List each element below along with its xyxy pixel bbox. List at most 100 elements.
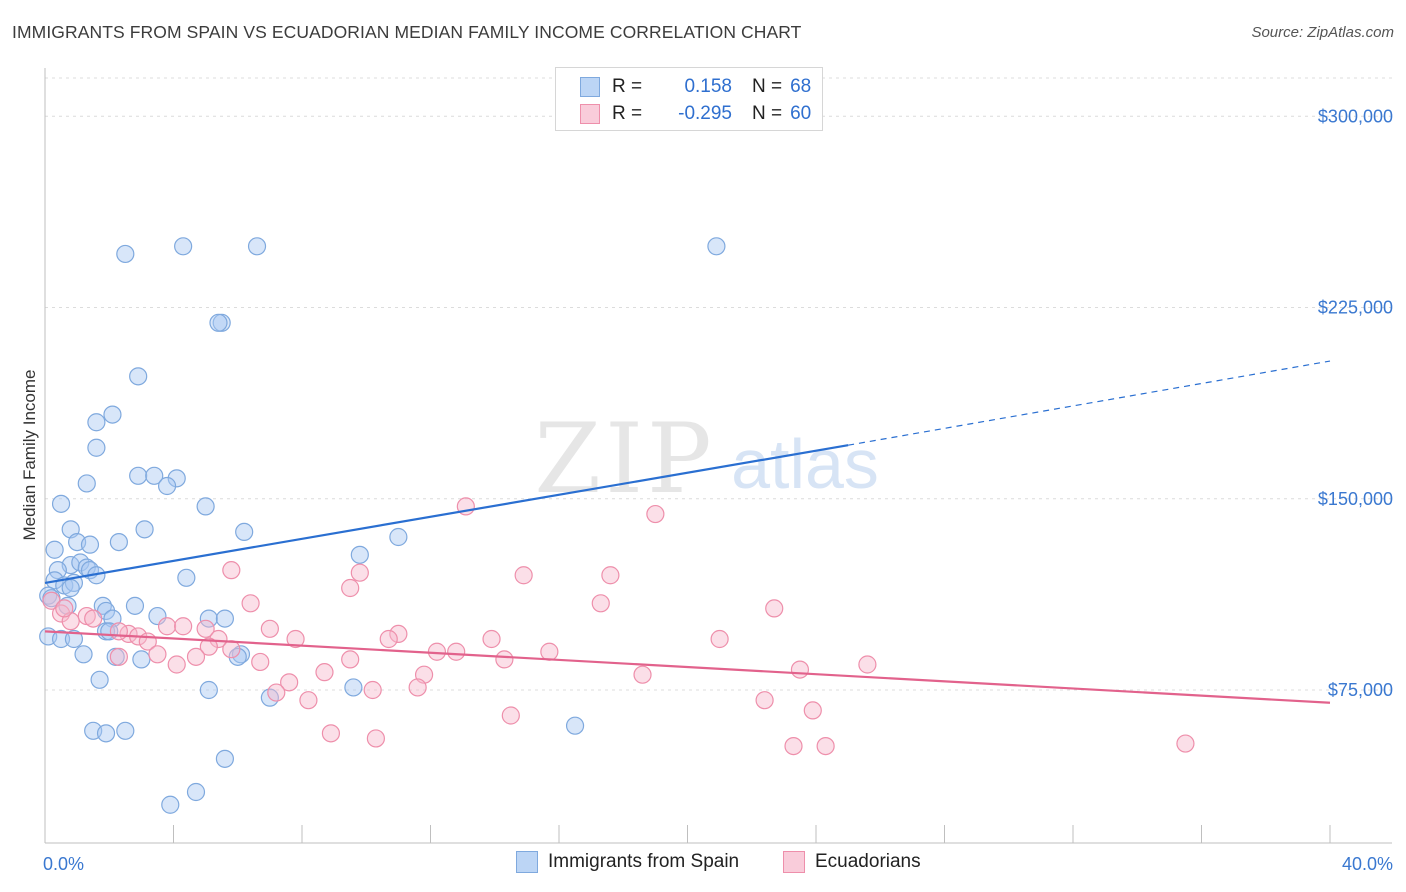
legend-swatch-spain bbox=[580, 77, 600, 97]
point-ecuadorian bbox=[591, 594, 610, 613]
stats-legend: R = 0.158 N = 68 R = -0.295 N = 60 bbox=[555, 67, 823, 131]
point-ecuadorian bbox=[379, 629, 398, 649]
y-tick-label: $225,000 bbox=[1318, 298, 1393, 318]
legend-row-ecuadorians: R = -0.295 N = 60 bbox=[580, 100, 811, 128]
point-ecuadorian bbox=[350, 563, 369, 582]
point-spain bbox=[51, 494, 71, 513]
point-spain bbox=[247, 237, 267, 256]
point-spain bbox=[48, 561, 67, 580]
point-ecuadorian bbox=[109, 647, 128, 666]
watermark-atlas: atlas bbox=[731, 425, 879, 503]
legend-n-label: N = bbox=[752, 76, 783, 97]
point-ecuadorian bbox=[710, 629, 729, 649]
point-ecuadorian bbox=[784, 736, 803, 756]
series-legend-label-spain: Immigrants from Spain bbox=[548, 851, 740, 872]
point-ecuadorian bbox=[222, 561, 241, 580]
point-spain bbox=[235, 522, 254, 542]
point-spain bbox=[707, 237, 726, 256]
point-spain bbox=[64, 629, 84, 649]
point-ecuadorian bbox=[1176, 734, 1195, 753]
point-spain bbox=[90, 670, 109, 689]
point-spain bbox=[109, 532, 128, 552]
point-spain bbox=[129, 367, 148, 386]
point-spain bbox=[39, 586, 58, 605]
series-legend-label-ecuadorians: Ecuadorians bbox=[815, 851, 921, 872]
point-ecuadorian bbox=[321, 724, 341, 743]
trend-line-spain-projection bbox=[848, 360, 1331, 446]
chart-source: Source: ZipAtlas.com bbox=[1251, 24, 1394, 41]
legend-swatch-ecuadorians bbox=[580, 104, 600, 124]
point-spain bbox=[87, 413, 106, 432]
point-spain bbox=[196, 497, 215, 516]
point-spain bbox=[96, 724, 116, 743]
point-spain bbox=[125, 596, 145, 615]
point-ecuadorian bbox=[363, 680, 382, 700]
point-spain bbox=[80, 535, 100, 554]
point-ecuadorian bbox=[280, 673, 299, 692]
series-ecuadorians bbox=[42, 497, 1195, 756]
trend-line-ecuadorians bbox=[44, 630, 1331, 704]
point-spain bbox=[145, 466, 164, 485]
trend-lines bbox=[44, 360, 1331, 704]
point-ecuadorian bbox=[765, 599, 784, 618]
x-tick-label-max: 40.0% bbox=[1342, 854, 1393, 874]
y-axis-label: Median Family Income bbox=[20, 369, 39, 541]
point-spain bbox=[215, 749, 234, 768]
point-ecuadorian bbox=[408, 678, 427, 697]
point-ecuadorian bbox=[447, 642, 466, 661]
point-spain bbox=[174, 237, 193, 256]
point-spain bbox=[167, 469, 186, 488]
point-spain bbox=[344, 678, 363, 697]
point-ecuadorian bbox=[389, 624, 408, 644]
point-spain bbox=[157, 476, 177, 496]
point-ecuadorian bbox=[803, 701, 822, 720]
point-ecuadorian bbox=[241, 594, 260, 613]
point-ecuadorian bbox=[482, 629, 501, 649]
point-ecuadorian bbox=[514, 566, 533, 585]
point-spain bbox=[77, 474, 96, 493]
point-ecuadorian bbox=[816, 736, 835, 756]
point-ecuadorian bbox=[495, 650, 514, 669]
series-legend-swatch-ecuadorians bbox=[783, 851, 805, 873]
legend-r-value: -0.295 bbox=[678, 103, 732, 124]
legend-n-label: N = bbox=[752, 103, 783, 124]
point-spain bbox=[209, 313, 228, 332]
point-spain bbox=[177, 568, 196, 587]
point-spain bbox=[135, 520, 154, 539]
point-ecuadorian bbox=[341, 650, 360, 669]
watermark-zip: ZIP bbox=[534, 403, 715, 515]
point-ecuadorian bbox=[790, 660, 810, 679]
y-tick-label: $150,000 bbox=[1318, 489, 1393, 509]
point-ecuadorian bbox=[84, 609, 103, 628]
legend-n-value: 60 bbox=[790, 103, 812, 124]
point-ecuadorian bbox=[174, 617, 193, 636]
point-ecuadorian bbox=[109, 622, 128, 641]
point-ecuadorian bbox=[540, 642, 559, 661]
point-ecuadorian bbox=[366, 729, 385, 748]
point-spain bbox=[161, 795, 180, 814]
point-ecuadorian bbox=[222, 640, 241, 659]
point-ecuadorian bbox=[286, 629, 305, 649]
legend-r-label: R = bbox=[612, 76, 643, 97]
point-spain bbox=[389, 527, 408, 547]
y-tick-label: $300,000 bbox=[1318, 106, 1393, 126]
point-spain bbox=[199, 680, 218, 700]
point-ecuadorian bbox=[267, 683, 286, 702]
point-ecuadorian bbox=[341, 578, 360, 598]
point-ecuadorian bbox=[251, 652, 270, 672]
point-spain bbox=[186, 782, 206, 802]
trend-line-spain bbox=[44, 444, 849, 584]
point-ecuadorian bbox=[209, 629, 228, 649]
point-ecuadorian bbox=[260, 619, 279, 638]
point-spain bbox=[116, 244, 135, 264]
point-ecuadorian bbox=[315, 663, 334, 682]
series-legend-swatch-spain bbox=[516, 851, 538, 873]
legend-r-value: 0.158 bbox=[684, 76, 732, 97]
legend-r-label: R = bbox=[612, 103, 643, 124]
legend-row-spain: R = 0.158 N = 68 bbox=[580, 73, 811, 101]
point-spain bbox=[51, 629, 71, 649]
y-tick-label: $75,000 bbox=[1328, 680, 1393, 700]
point-spain bbox=[103, 405, 122, 424]
point-ecuadorian bbox=[299, 691, 318, 710]
point-ecuadorian bbox=[51, 604, 71, 623]
